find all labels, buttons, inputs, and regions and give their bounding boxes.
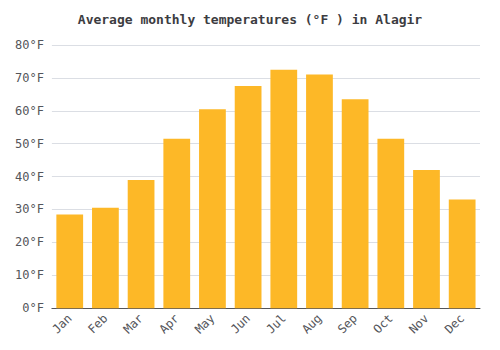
svg-text:Feb: Feb xyxy=(85,311,110,336)
svg-text:40°F: 40°F xyxy=(15,170,44,184)
svg-text:50°F: 50°F xyxy=(15,137,44,151)
svg-text:Jul: Jul xyxy=(264,311,289,336)
svg-text:0°F: 0°F xyxy=(22,301,44,315)
svg-text:80°F: 80°F xyxy=(15,38,44,52)
svg-text:30°F: 30°F xyxy=(15,202,44,216)
svg-text:Jan: Jan xyxy=(49,311,74,336)
svg-text:10°F: 10°F xyxy=(15,268,44,282)
svg-text:May: May xyxy=(192,311,217,336)
svg-text:Nov: Nov xyxy=(406,311,431,336)
svg-text:Aug: Aug xyxy=(299,311,324,336)
svg-text:Oct: Oct xyxy=(371,311,396,336)
svg-text:70°F: 70°F xyxy=(15,71,44,85)
svg-text:Jun: Jun xyxy=(228,311,253,336)
svg-text:Mar: Mar xyxy=(121,311,146,336)
svg-text:60°F: 60°F xyxy=(15,104,44,118)
svg-text:Average monthly temperatures (: Average monthly temperatures (°F ) in Al… xyxy=(78,12,423,27)
svg-text:20°F: 20°F xyxy=(15,235,44,249)
svg-text:Sep: Sep xyxy=(335,311,360,336)
svg-text:Dec: Dec xyxy=(442,311,467,336)
svg-text:Apr: Apr xyxy=(156,311,181,336)
